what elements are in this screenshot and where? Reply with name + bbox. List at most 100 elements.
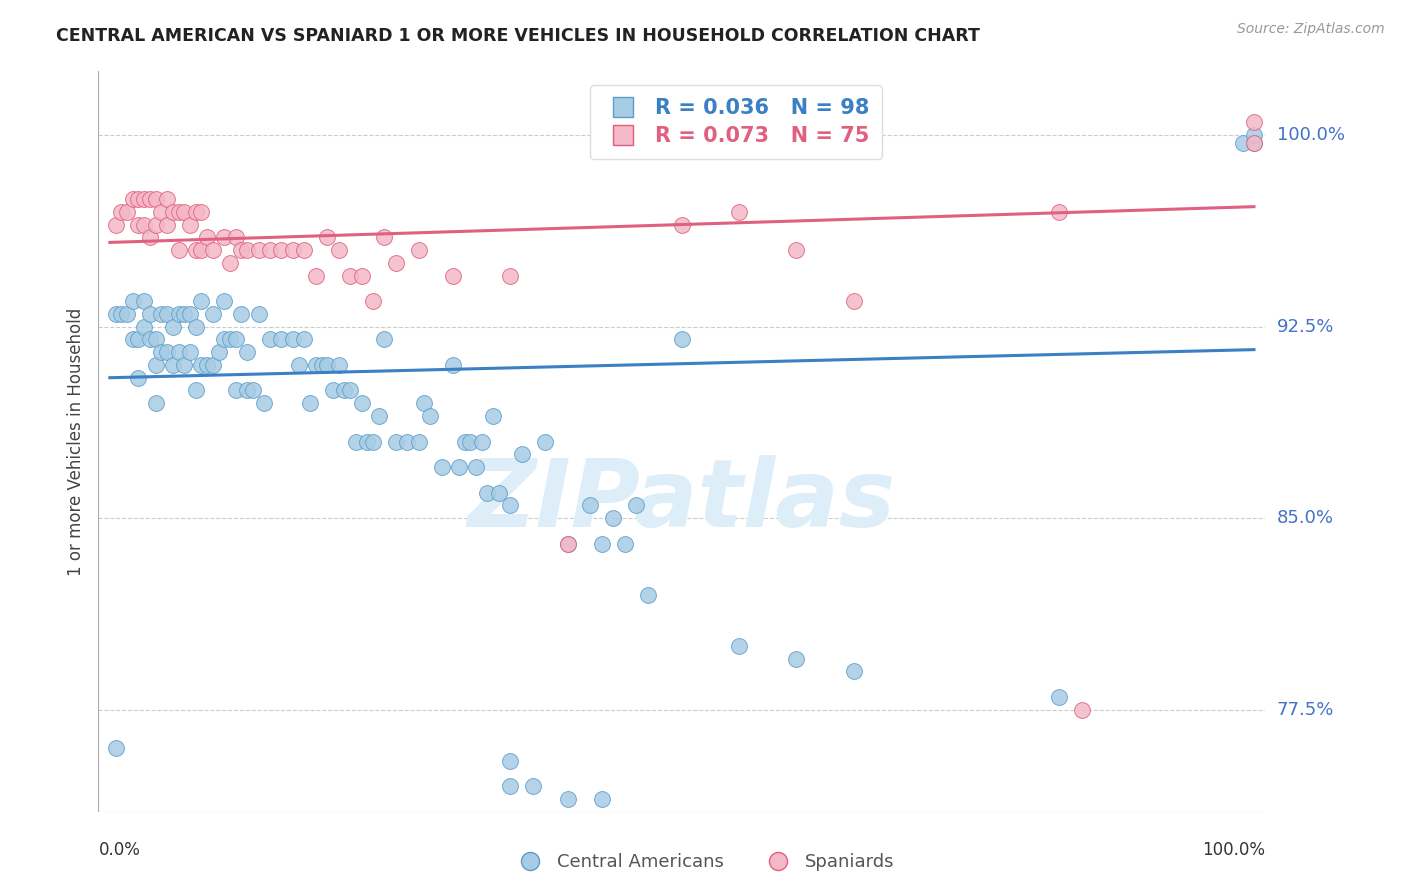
Point [613,536,636,550]
Point [167,204,190,219]
Point [236,345,259,359]
Point [115,307,138,321]
Point [179,307,201,321]
Point [350,396,373,410]
Point [441,268,464,283]
Point [499,754,522,768]
Text: 92.5%: 92.5% [1277,318,1334,335]
Point [195,358,218,372]
Point [385,256,408,270]
Point [287,358,309,372]
Text: 77.5%: 77.5% [1277,700,1334,719]
Point [671,855,693,870]
Text: 100.0%: 100.0% [1277,126,1344,145]
Point [408,243,430,257]
Text: Source: ZipAtlas.com: Source: ZipAtlas.com [1237,22,1385,37]
Point [253,396,276,410]
Point [110,204,132,219]
Point [270,333,292,347]
Point [1243,136,1265,150]
Point [134,218,156,232]
Point [591,792,613,806]
Point [579,499,602,513]
Point [190,204,212,219]
Point [441,358,464,372]
Point [305,268,328,283]
Point [299,396,322,410]
Point [373,333,395,347]
Point [430,460,453,475]
Point [184,319,207,334]
Point [162,319,184,334]
Point [145,218,167,232]
Point [184,384,207,398]
Point [236,384,259,398]
Point [637,588,659,602]
Point [134,192,156,206]
Point [110,307,132,321]
Point [458,434,481,449]
Point [139,230,162,244]
Point [408,434,430,449]
Point [522,779,544,793]
Point [328,358,350,372]
Point [150,307,173,321]
Point [121,333,143,347]
Point [333,384,356,398]
Point [499,268,522,283]
Point [339,268,361,283]
Point [1243,115,1265,129]
Point [510,447,533,461]
Point [477,485,499,500]
Point [225,230,247,244]
Point [259,243,281,257]
Point [214,230,236,244]
Point [173,358,195,372]
Point [162,358,184,372]
Point [557,792,579,806]
Point [127,333,149,347]
Point [201,243,224,257]
Point [231,243,253,257]
Point [367,409,389,423]
Point [150,204,173,219]
Point [127,370,149,384]
Point [316,358,339,372]
Point [201,358,224,372]
Point [1243,128,1265,143]
Point [842,294,865,309]
Point [184,204,207,219]
Point [156,307,179,321]
Point [785,243,807,257]
Point [139,192,162,206]
Point [471,434,494,449]
Point [322,384,344,398]
Point [591,536,613,550]
Point [225,333,247,347]
Point [173,204,195,219]
Point [139,307,162,321]
Legend: Central Americans, Spaniards: Central Americans, Spaniards [505,847,901,879]
Point [671,218,693,232]
Point [145,396,167,410]
Point [150,345,173,359]
Point [127,192,149,206]
Point [728,639,751,653]
Point [225,384,247,398]
Point [207,345,229,359]
Point [613,843,636,857]
Point [373,230,395,244]
Text: CENTRAL AMERICAN VS SPANIARD 1 OR MORE VEHICLES IN HOUSEHOLD CORRELATION CHART: CENTRAL AMERICAN VS SPANIARD 1 OR MORE V… [56,27,980,45]
Point [602,511,624,525]
Point [316,230,339,244]
Point [145,333,167,347]
Point [190,294,212,309]
Point [184,243,207,257]
Point [482,409,505,423]
Point [201,307,224,321]
Point [1243,136,1265,150]
Point [361,434,384,449]
Point [499,779,522,793]
Point [281,333,304,347]
Point [162,204,184,219]
